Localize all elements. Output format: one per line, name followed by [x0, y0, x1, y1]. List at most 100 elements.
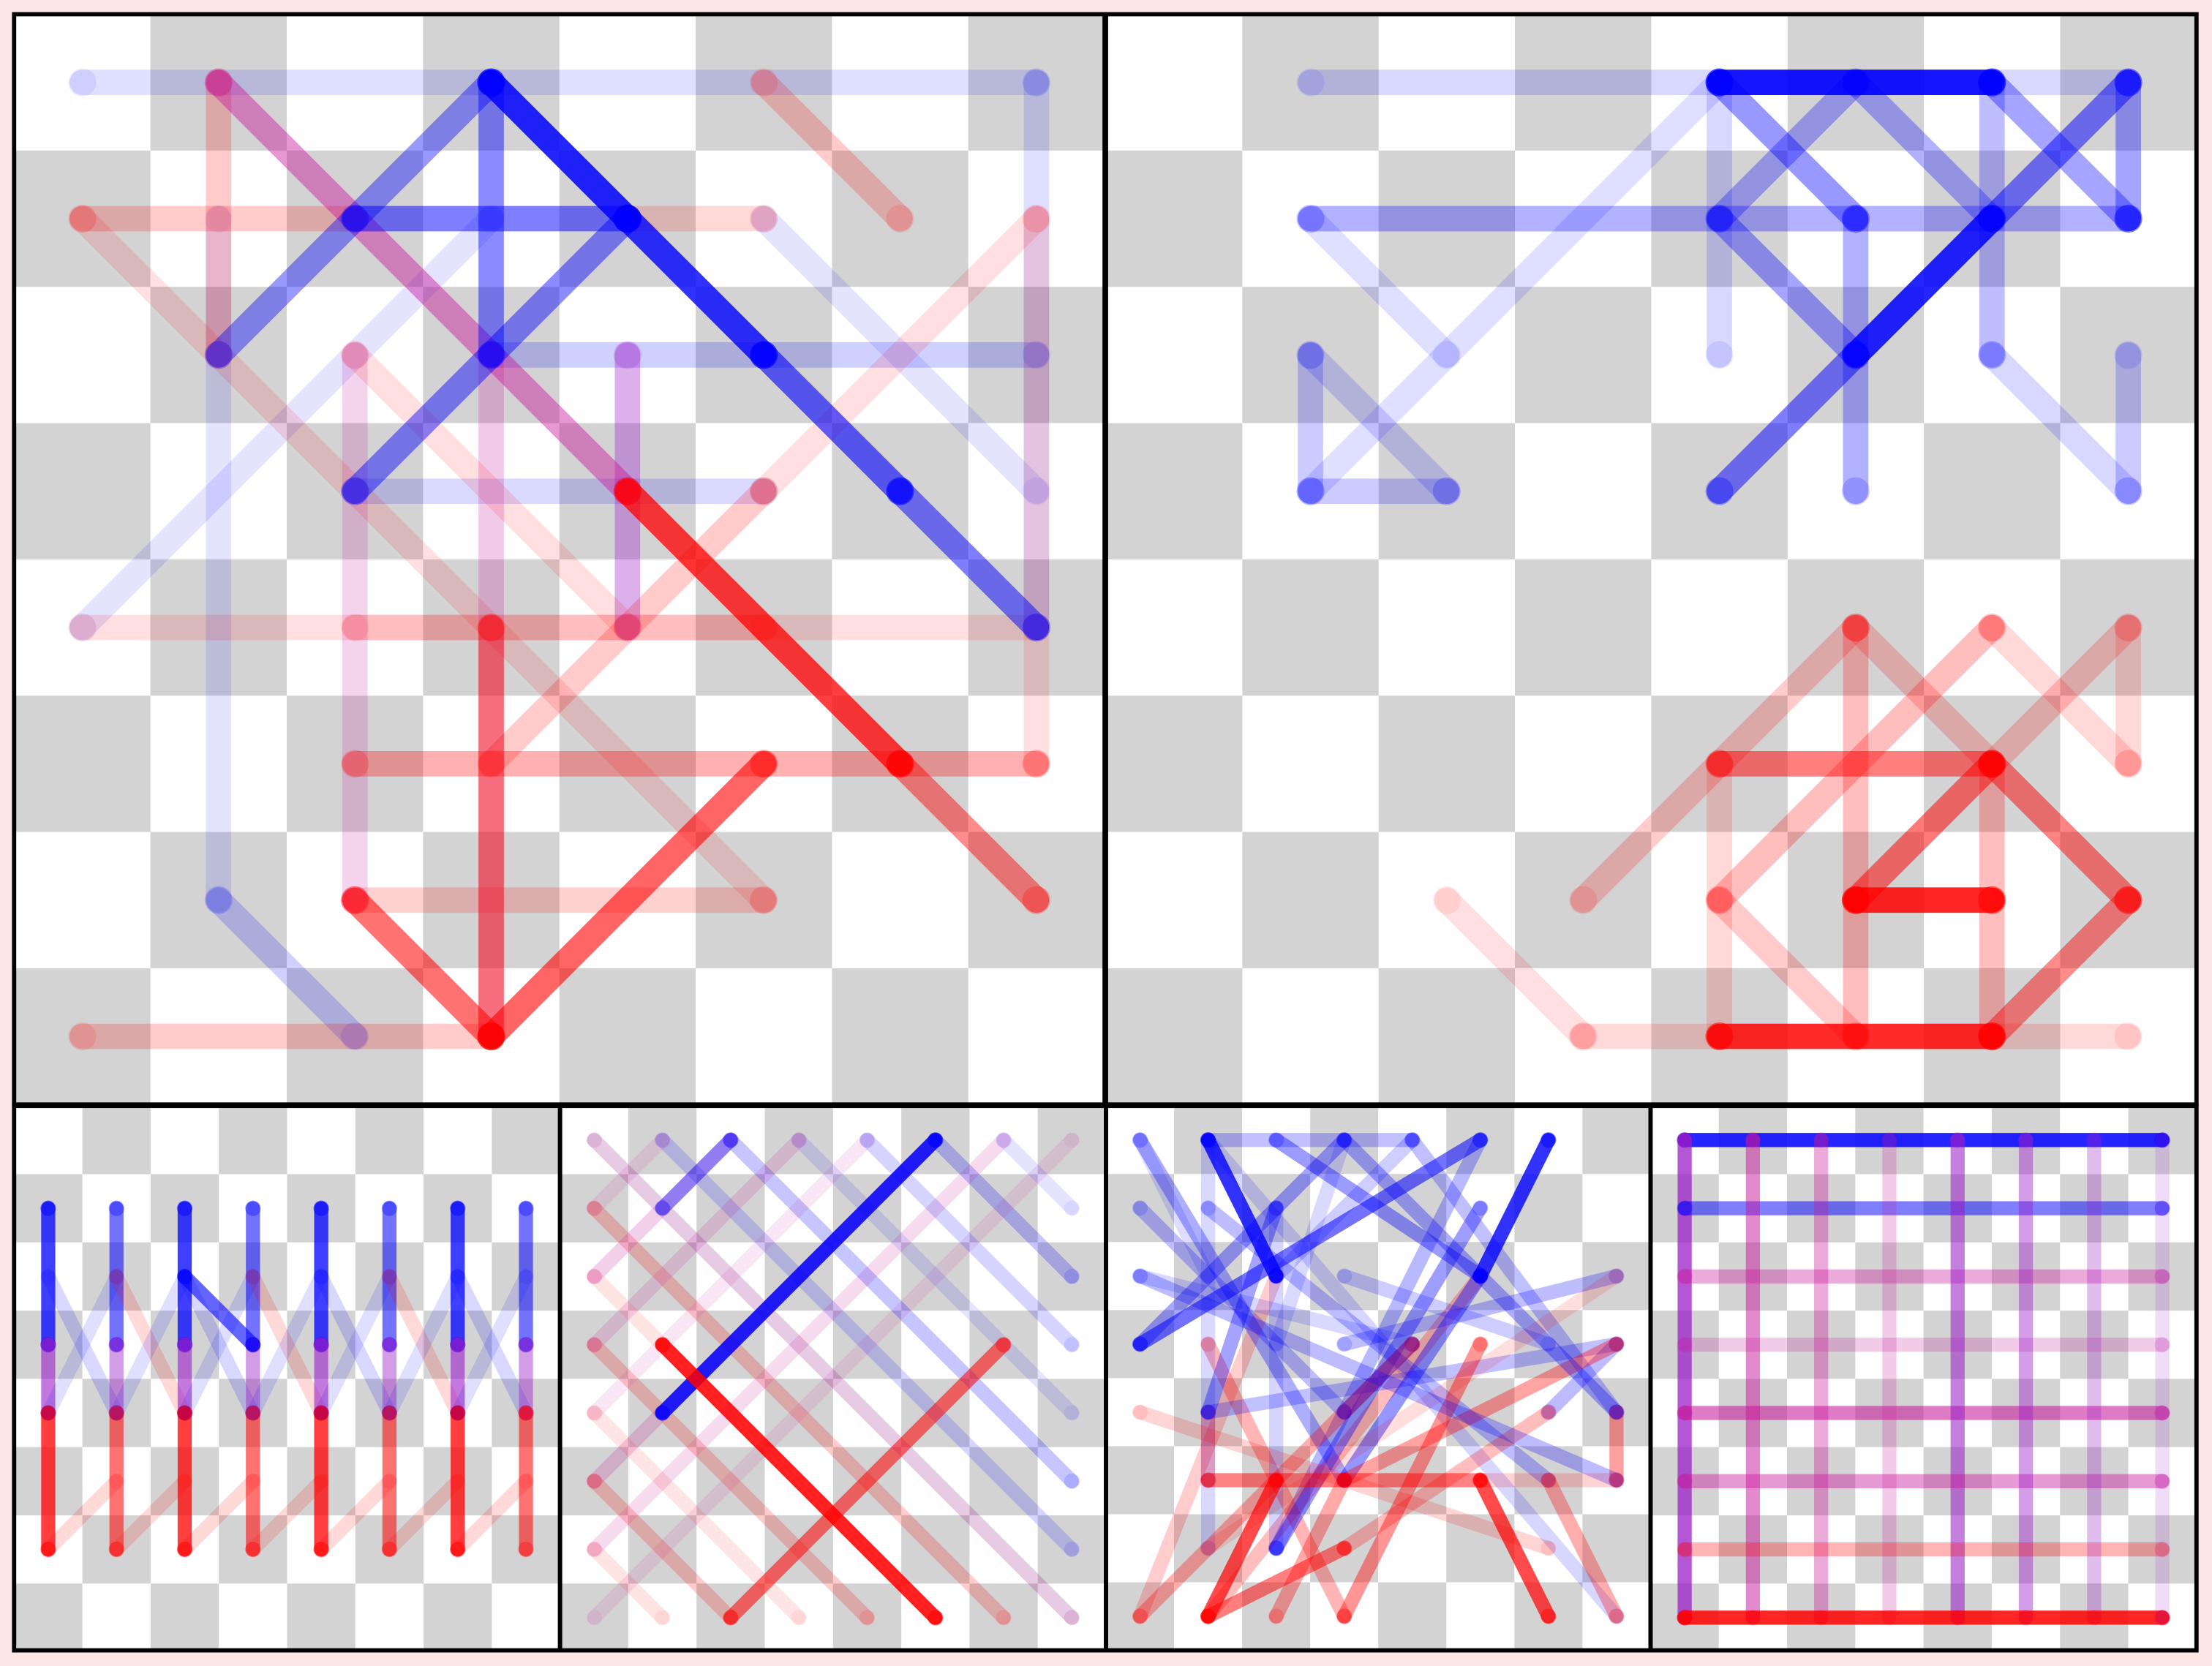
checker-cell [14, 423, 151, 560]
stroke-joint [450, 1541, 466, 1558]
stroke-joint [1132, 1200, 1148, 1216]
stroke-joint [1705, 204, 1734, 233]
stroke-joint [477, 341, 505, 369]
stroke-segment [750, 206, 1050, 505]
stroke-segment [342, 887, 504, 1049]
stroke-joint [40, 1337, 56, 1353]
stroke-joint [1404, 1132, 1421, 1148]
stroke-joint [518, 1200, 534, 1216]
stroke-joint [1132, 1608, 1148, 1624]
stroke-joint [723, 1132, 739, 1148]
checker-cell [968, 968, 1106, 1106]
stroke-joint [1609, 1608, 1625, 1624]
checker-cell [1242, 150, 1380, 288]
stroke-joint [996, 1610, 1012, 1626]
stroke-joint [450, 1268, 466, 1285]
checker-cell [560, 1379, 629, 1448]
stroke-joint [1336, 1472, 1353, 1488]
checker-cell [1242, 559, 1380, 697]
checker-cell [14, 968, 151, 1106]
stroke-joint [1296, 477, 1325, 505]
stroke-joint [996, 1132, 1012, 1148]
checker-cell [1515, 696, 1652, 833]
stroke-joint [586, 1541, 602, 1558]
stroke-segment [314, 1269, 397, 1420]
stroke-joint [1268, 1472, 1284, 1488]
checker-cell [492, 1583, 561, 1653]
stroke-joint [2154, 1132, 2170, 1148]
stroke-joint [1978, 341, 2006, 369]
stroke-joint [586, 1405, 602, 1421]
checker-cell [423, 423, 560, 560]
checker-cell [969, 1174, 1039, 1243]
stroke-joint [1841, 886, 1870, 914]
stroke-joint [381, 1337, 398, 1353]
checker-cell [1651, 832, 1788, 969]
stroke-joint [450, 1405, 466, 1421]
stroke-joint [1022, 750, 1050, 778]
checker-cell [560, 1106, 629, 1175]
checker-cell [150, 1583, 220, 1653]
stroke-segment [587, 1133, 1011, 1557]
stroke-joint [1200, 1404, 1216, 1420]
stroke-segment [750, 206, 1050, 505]
checker-cell [969, 1106, 1039, 1175]
stroke-joint [1064, 1610, 1080, 1626]
stroke-segment [1132, 1405, 1556, 1556]
stroke-joint [381, 1405, 398, 1421]
checker-cell [1582, 1378, 1652, 1447]
line-patterns [40, 68, 2170, 1626]
stroke-segment [342, 206, 641, 505]
stroke-joint [1949, 1132, 1965, 1148]
stroke-joint [654, 1337, 671, 1353]
checker-cell [150, 696, 287, 833]
stroke-segment [1979, 614, 2141, 777]
checker-cell [1378, 832, 1516, 969]
checker-cell [968, 150, 1106, 288]
stroke-joint [1200, 1472, 1216, 1488]
checker-cell [1242, 696, 1380, 833]
checker-cell [2060, 287, 2197, 424]
stroke-joint [1200, 1608, 1216, 1624]
stroke-joint [1432, 477, 1461, 505]
stroke-joint [1132, 1268, 1148, 1284]
stroke-segment [1473, 1133, 1556, 1284]
stroke-joint [1978, 1022, 2006, 1051]
checker-cell [14, 287, 151, 424]
checker-cell [1037, 1447, 1107, 1516]
stroke-joint [1336, 1472, 1353, 1488]
stroke-joint [477, 341, 505, 369]
stroke-joint [1609, 1472, 1625, 1488]
stroke-joint [204, 341, 233, 369]
stroke-segment [451, 1269, 533, 1420]
checker-cell [14, 1106, 83, 1175]
stroke-joint [477, 341, 505, 369]
checker-cell [1515, 559, 1652, 697]
stroke-joint [750, 477, 778, 505]
stroke-joint [518, 1337, 534, 1353]
stroke-joint [1540, 1472, 1557, 1488]
stroke-joint [313, 1405, 329, 1421]
stroke-segment [1843, 614, 2141, 913]
stroke-joint [750, 886, 778, 914]
stroke-joint [1677, 1132, 1693, 1148]
checker-cell [286, 14, 424, 151]
checker-cell [1242, 287, 1380, 424]
checker-cell [1106, 1378, 1175, 1447]
checker-cell [1242, 832, 1380, 969]
stroke-joint [1404, 1336, 1421, 1352]
stroke-segment [382, 1474, 465, 1557]
stroke-joint [176, 1405, 193, 1421]
stroke-segment [177, 1269, 260, 1420]
stroke-joint [1677, 1268, 1693, 1285]
stroke-joint [750, 477, 778, 505]
stroke-joint [1064, 1541, 1080, 1558]
checker-cell [424, 1583, 493, 1653]
stroke-joint [1978, 613, 2006, 642]
stroke-segment [1405, 1133, 1624, 1420]
stroke-joint [1472, 1336, 1489, 1352]
checker-cell [1106, 423, 1244, 560]
checker-cell [1924, 559, 2061, 697]
checker-cell [832, 150, 969, 288]
